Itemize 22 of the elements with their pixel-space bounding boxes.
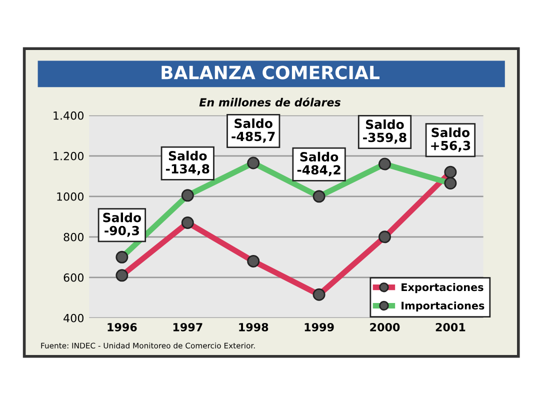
annotation: Saldo -359,8 xyxy=(363,119,406,144)
y-tick-label: 600 xyxy=(64,273,84,282)
chart-title: BALANZA COMERCIAL xyxy=(162,66,380,80)
x-tick-label: 2001 xyxy=(436,322,466,332)
legend-label: Exportaciones xyxy=(402,283,484,294)
legend-label: Importaciones xyxy=(402,301,484,312)
x-tick-label: 1997 xyxy=(173,322,202,332)
annotation: Saldo -134,8 xyxy=(166,150,210,176)
y-tick-label: 400 xyxy=(64,314,84,322)
annotation: Saldo +56,3 xyxy=(431,128,470,152)
y-tick-label: 1000 xyxy=(57,192,84,201)
y-tick-label: 1.200 xyxy=(54,152,84,160)
y-tick-label: 1.400 xyxy=(54,111,84,120)
x-tick-label: 2000 xyxy=(370,322,400,332)
annotation: Saldo -484,2 xyxy=(297,152,340,176)
x-tick-label: 1998 xyxy=(239,322,268,332)
x-tick-label: 1999 xyxy=(304,322,334,332)
annotation: Saldo -485,7 xyxy=(232,118,275,143)
chart-subtitle: En millones de dólares xyxy=(199,97,341,106)
annotation: Saldo -90,3 xyxy=(103,212,142,237)
y-tick-label: 800 xyxy=(64,232,84,242)
x-tick-label: 1996 xyxy=(108,322,137,332)
